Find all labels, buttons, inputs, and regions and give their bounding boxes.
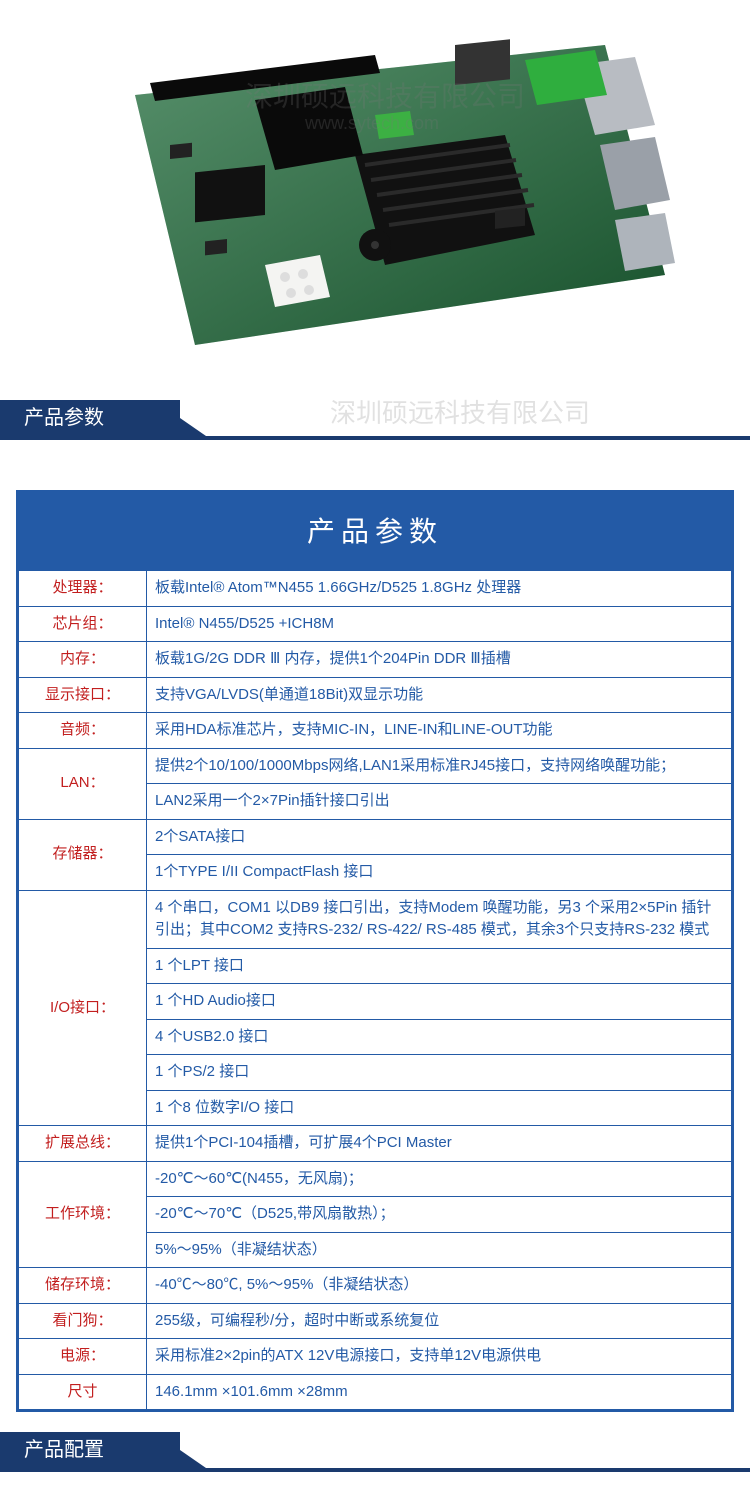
- spec-label: 储存环境：: [19, 1268, 147, 1304]
- table-row: LAN：提供2个10/100/1000Mbps网络,LAN1采用标准RJ45接口…: [19, 748, 732, 784]
- spec-value: 1 个LPT 接口: [147, 948, 732, 984]
- spec-label: 处理器：: [19, 571, 147, 607]
- product-image: 深圳硕远科技有限公司 www.sytech.com: [75, 5, 675, 385]
- spec-value: 1 个8 位数字I/O 接口: [147, 1090, 732, 1126]
- spec-value: 板载1G/2G DDR Ⅲ 内存，提供1个204Pin DDR Ⅲ插槽: [147, 642, 732, 678]
- spec-label: 电源：: [19, 1339, 147, 1375]
- spec-label: 存储器：: [19, 819, 147, 890]
- spec-value: 4 个串口，COM1 以DB9 接口引出，支持Modem 唤醒功能，另3 个采用…: [147, 890, 732, 948]
- spec-label: 显示接口：: [19, 677, 147, 713]
- table-row: 尺寸146.1mm ×101.6mm ×28mm: [19, 1374, 732, 1410]
- spec-label: 看门狗：: [19, 1303, 147, 1339]
- spec-value: 1 个PS/2 接口: [147, 1055, 732, 1091]
- spec-value: 2个SATA接口: [147, 819, 732, 855]
- spec-value: 5%～95%（非凝结状态）: [147, 1232, 732, 1268]
- spec-label: I/O接口：: [19, 890, 147, 1126]
- watermark-band: 深圳硕远科技有限公司: [330, 393, 590, 430]
- table-row: 处理器：板载Intel® Atom™N455 1.66GHz/D525 1.8G…: [19, 571, 732, 607]
- spec-value: 1 个HD Audio接口: [147, 984, 732, 1020]
- spec-value: 采用标准2×2pin的ATX 12V电源接口，支持单12V电源供电: [147, 1339, 732, 1375]
- spec-label: 尺寸: [19, 1374, 147, 1410]
- spec-value: 146.1mm ×101.6mm ×28mm: [147, 1374, 732, 1410]
- spec-table-title: 产品参数: [18, 492, 732, 570]
- spec-value: -20℃～70℃（D525,带风扇散热）；: [147, 1197, 732, 1233]
- spec-value: 板载Intel® Atom™N455 1.66GHz/D525 1.8GHz 处…: [147, 571, 732, 607]
- spec-value: 提供1个PCI-104插槽，可扩展4个PCI Master: [147, 1126, 732, 1162]
- spec-table: 处理器：板载Intel® Atom™N455 1.66GHz/D525 1.8G…: [18, 570, 732, 1410]
- table-row: 储存环境：-40℃～80℃, 5%～95%（非凝结状态）: [19, 1268, 732, 1304]
- spec-value: 1个TYPE I/II CompactFlash 接口: [147, 855, 732, 891]
- spec-label: 芯片组：: [19, 606, 147, 642]
- spec-value: 4 个USB2.0 接口: [147, 1019, 732, 1055]
- spec-value: 提供2个10/100/1000Mbps网络,LAN1采用标准RJ45接口，支持网…: [147, 748, 732, 784]
- spec-label: LAN：: [19, 748, 147, 819]
- table-row: 扩展总线：提供1个PCI-104插槽，可扩展4个PCI Master: [19, 1126, 732, 1162]
- spec-value: 255级，可编程秒/分，超时中断或系统复位: [147, 1303, 732, 1339]
- section-band-config: 产品配置: [0, 1432, 750, 1492]
- spec-value: Intel® N455/D525 +ICH8M: [147, 606, 732, 642]
- spec-label: 扩展总线：: [19, 1126, 147, 1162]
- spec-value: 支持VGA/LVDS(单通道18Bit)双显示功能: [147, 677, 732, 713]
- section-band-params: 产品参数 深圳硕远科技有限公司: [0, 400, 750, 460]
- table-row: 看门狗：255级，可编程秒/分，超时中断或系统复位: [19, 1303, 732, 1339]
- spec-label: 内存：: [19, 642, 147, 678]
- table-row: 音频：采用HDA标准芯片，支持MIC-IN，LINE-IN和LINE-OUT功能: [19, 713, 732, 749]
- section-title-params: 产品参数: [0, 400, 180, 436]
- table-row: 显示接口：支持VGA/LVDS(单通道18Bit)双显示功能: [19, 677, 732, 713]
- table-row: 存储器：2个SATA接口: [19, 819, 732, 855]
- section-title-config: 产品配置: [0, 1432, 180, 1468]
- spec-value: -20℃～60℃(N455，无风扇)；: [147, 1161, 732, 1197]
- spec-value: 采用HDA标准芯片，支持MIC-IN，LINE-IN和LINE-OUT功能: [147, 713, 732, 749]
- spec-value: -40℃～80℃, 5%～95%（非凝结状态）: [147, 1268, 732, 1304]
- table-row: 芯片组：Intel® N455/D525 +ICH8M: [19, 606, 732, 642]
- spec-label: 工作环境：: [19, 1161, 147, 1268]
- spec-value: LAN2采用一个2×7Pin插针接口引出: [147, 784, 732, 820]
- table-row: I/O接口：4 个串口，COM1 以DB9 接口引出，支持Modem 唤醒功能，…: [19, 890, 732, 948]
- product-image-area: 深圳硕远科技有限公司 www.sytech.com: [0, 0, 750, 390]
- table-row: 工作环境：-20℃～60℃(N455，无风扇)；: [19, 1161, 732, 1197]
- table-row: 内存：板载1G/2G DDR Ⅲ 内存，提供1个204Pin DDR Ⅲ插槽: [19, 642, 732, 678]
- spec-table-container: 产品参数 处理器：板载Intel® Atom™N455 1.66GHz/D525…: [16, 490, 734, 1412]
- table-row: 电源：采用标准2×2pin的ATX 12V电源接口，支持单12V电源供电: [19, 1339, 732, 1375]
- spec-label: 音频：: [19, 713, 147, 749]
